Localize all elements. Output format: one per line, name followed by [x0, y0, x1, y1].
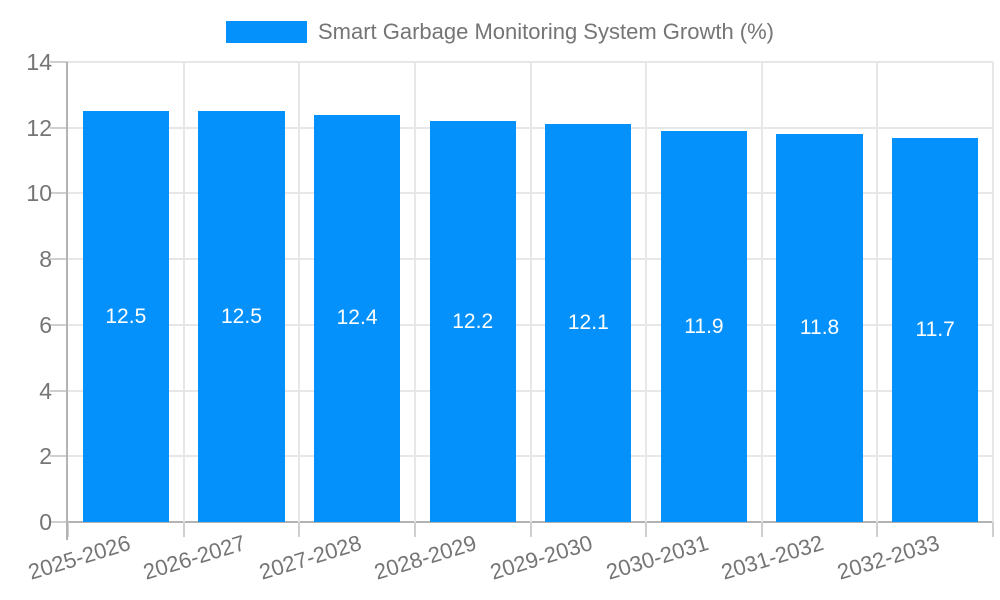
v-gridline [876, 62, 879, 522]
x-axis-tick [992, 522, 994, 537]
v-gridline [760, 62, 763, 522]
bar-value-label: 12.1 [567, 311, 609, 335]
bar-value-label: 11.9 [684, 314, 724, 338]
bar [429, 121, 516, 522]
v-gridline [182, 62, 185, 522]
x-axis-tick [876, 522, 879, 537]
y-axis-tick [50, 192, 68, 195]
legend-label: Smart Garbage Monitoring System Growth (… [317, 19, 775, 44]
v-gridline [992, 62, 994, 522]
y-axis-line [66, 62, 68, 540]
x-axis-tick [182, 522, 185, 537]
x-category-label: 2032-2033 [834, 530, 943, 585]
y-tick-label: 8 [39, 246, 52, 273]
bar-value-label: 12.4 [336, 306, 378, 330]
v-gridline [529, 62, 532, 522]
bar [776, 134, 863, 522]
x-axis-tick [67, 522, 69, 537]
bar [892, 137, 979, 522]
y-axis-tick [50, 521, 68, 523]
y-axis-tick [50, 455, 68, 458]
x-axis-tick [298, 522, 301, 537]
y-tick-label: 2 [39, 443, 52, 470]
y-tick-label: 14 [26, 49, 52, 75]
x-category-label: 2028-2029 [371, 530, 480, 585]
x-axis-tick [413, 522, 416, 537]
x-axis-tick [529, 522, 532, 537]
y-tick-label: 12 [26, 114, 52, 141]
x-category-label: 2031-2032 [718, 530, 827, 585]
y-axis-tick [50, 258, 68, 261]
x-category-label: 2029-2030 [487, 530, 596, 585]
x-axis-tick [760, 522, 763, 537]
v-gridline [645, 62, 648, 522]
bar-value-label: 12.2 [452, 309, 494, 333]
y-axis-tick [50, 389, 68, 392]
bar [313, 114, 401, 522]
x-category-label: 2030-2031 [603, 530, 711, 585]
y-tick-label: 10 [26, 180, 52, 207]
x-category-label: 2025-2026 [24, 530, 133, 585]
bar [198, 111, 285, 522]
y-tick-label: 6 [39, 311, 52, 338]
bar-value-label: 11.7 [915, 317, 955, 341]
legend: Smart Garbage Monitoring System Growth (… [0, 17, 1000, 47]
x-category-label: 2027-2028 [256, 530, 365, 585]
bar [82, 111, 169, 522]
y-axis-tick [50, 61, 68, 63]
x-category-label: 2026-2027 [140, 530, 249, 585]
bar [660, 131, 747, 522]
v-gridline [298, 62, 301, 522]
v-gridline [413, 62, 416, 522]
x-axis-tick [645, 522, 648, 537]
y-tick-label: 0 [39, 509, 52, 535]
bar [545, 124, 632, 522]
legend-swatch [225, 21, 307, 43]
bar-value-label: 11.8 [799, 316, 840, 340]
y-axis-tick [50, 126, 68, 129]
bar-value-label: 12.5 [105, 304, 147, 328]
y-tick-label: 4 [39, 377, 52, 404]
y-axis-tick [50, 323, 68, 326]
bar-value-label: 12.5 [221, 304, 262, 328]
